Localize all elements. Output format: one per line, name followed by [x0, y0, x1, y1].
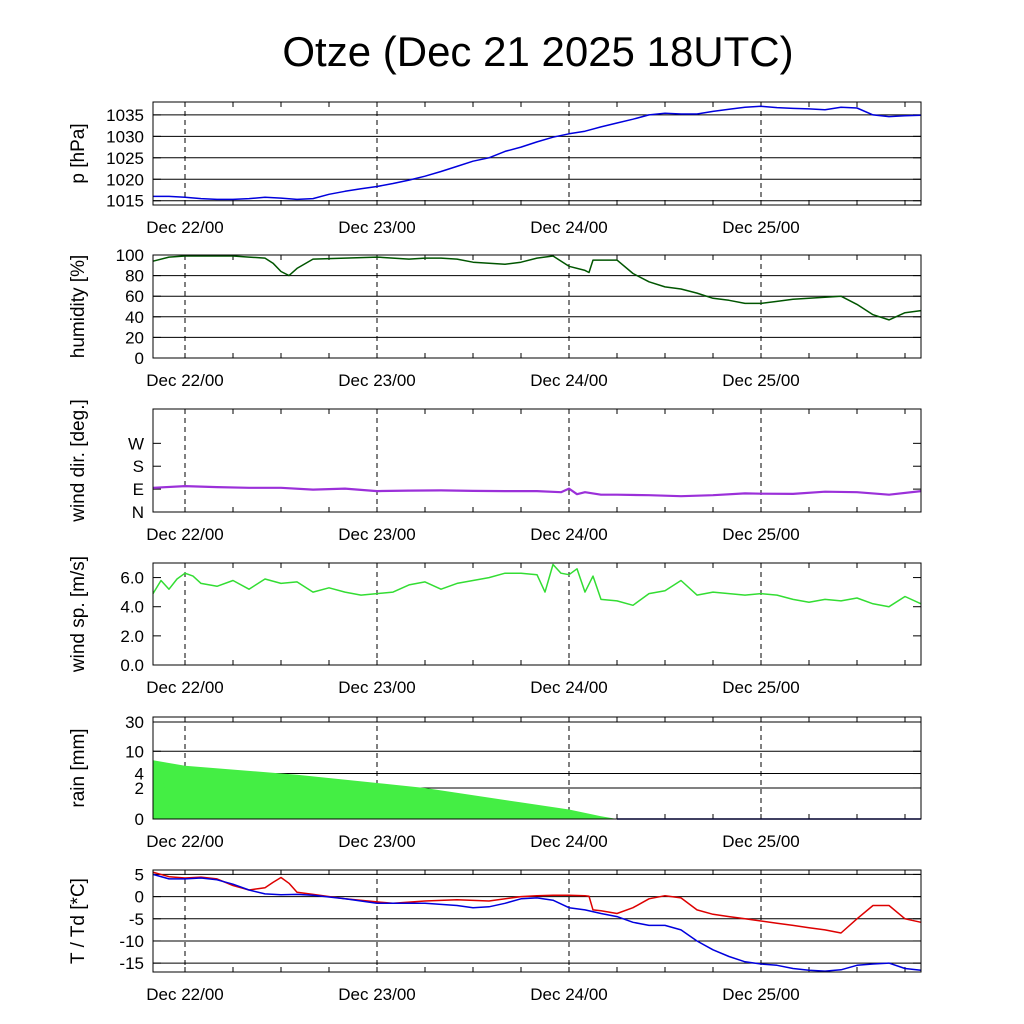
- ytick-label: 1020: [106, 170, 144, 189]
- ytick-label: 0: [135, 349, 144, 368]
- ytick-label: 30: [125, 713, 144, 732]
- ytick-label: E: [133, 480, 144, 499]
- series-line-wind-speed: [152, 563, 922, 608]
- ytick-label: 1030: [106, 127, 144, 146]
- ytick-label: 60: [125, 287, 144, 306]
- xtick-label: Dec 23/00: [338, 985, 416, 1004]
- xtick-label: Dec 22/00: [146, 832, 224, 851]
- ytick-label: -10: [119, 932, 144, 951]
- ytick-label: 10: [125, 742, 144, 761]
- xtick-label: Dec 25/00: [722, 218, 800, 237]
- xtick-label: Dec 22/00: [146, 678, 224, 697]
- panel-temperature: -15 -10 -5 0 5 Dec 22/00 Dec 23/00 Dec 24/00 Dec…: [68, 865, 922, 1004]
- ytick-label: 5: [135, 865, 144, 884]
- series-line-humidity: [152, 255, 922, 321]
- ytick-label: 4: [135, 765, 144, 784]
- xtick-label: Dec 22/00: [146, 371, 224, 390]
- panel-frame: [152, 408, 922, 513]
- panel-wind_speed: 0.0 2.0 4.0 6.0 Dec 22/00 Dec 23/00 Dec 24/00 D…: [68, 556, 922, 697]
- series-line-t: [152, 871, 922, 934]
- ytick-label: -5: [129, 910, 144, 929]
- xtick-label: Dec 23/00: [338, 371, 416, 390]
- ytick-label: N: [132, 503, 144, 522]
- y-axis-label: humidity [%]: [68, 255, 89, 358]
- xtick-label: Dec 24/00: [530, 525, 608, 544]
- xtick-label: Dec 25/00: [722, 678, 800, 697]
- xtick-label: Dec 25/00: [722, 371, 800, 390]
- xtick-label: Dec 24/00: [530, 218, 608, 237]
- xtick-label: Dec 22/00: [146, 525, 224, 544]
- ytick-label: -15: [119, 954, 144, 973]
- ytick-label: 20: [125, 328, 144, 347]
- panel-rain: 0 24 10 30 Dec 22/00 Dec 23/00 Dec 24/00 Dec 25…: [68, 713, 922, 851]
- ytick-label: 0: [135, 810, 144, 829]
- panel-frame: [152, 101, 922, 206]
- y-axis-label: T / Td [*C]: [68, 878, 89, 964]
- series-line-wind-direction: [152, 485, 922, 498]
- xtick-label: Dec 24/00: [530, 678, 608, 697]
- ytick-label: 0.0: [120, 656, 144, 675]
- ytick-label: 6.0: [120, 569, 144, 588]
- y-axis-label: p [hPa]: [68, 123, 89, 183]
- ytick-label: 2: [135, 779, 144, 798]
- panel-pressure: 1015 1020 1025 1030 1035 Dec 22/00 Dec 23/00 De…: [68, 101, 922, 237]
- series-area-rain: [153, 760, 921, 819]
- xtick-label: Dec 25/00: [722, 985, 800, 1004]
- y-axis-label: wind sp. [m/s]: [68, 556, 89, 673]
- ytick-label: W: [128, 434, 144, 453]
- xtick-label: Dec 24/00: [530, 832, 608, 851]
- xtick-label: Dec 25/00: [722, 832, 800, 851]
- xtick-label: Dec 25/00: [722, 525, 800, 544]
- ytick-label: 80: [125, 267, 144, 286]
- panel-frame: [152, 869, 922, 973]
- y-axis-label: wind dir. [deg.]: [68, 399, 89, 523]
- series-line-td: [152, 873, 922, 972]
- panel-frame: [152, 254, 922, 359]
- xtick-label: Dec 23/00: [338, 678, 416, 697]
- ytick-label: 40: [125, 308, 144, 327]
- chart-title: Otze (Dec 21 2025 18UTC): [282, 28, 793, 75]
- ytick-label: 0: [135, 888, 144, 907]
- xtick-label: Dec 24/00: [530, 371, 608, 390]
- xtick-label: Dec 22/00: [146, 985, 224, 1004]
- series-line-pressure: [153, 105, 922, 201]
- panel-frame: [152, 562, 922, 666]
- ytick-label: 1035: [106, 106, 144, 125]
- xtick-label: Dec 23/00: [338, 832, 416, 851]
- xtick-label: Dec 24/00: [530, 985, 608, 1004]
- y-axis-label: rain [mm]: [68, 728, 89, 807]
- ytick-label: 100: [116, 246, 144, 265]
- xtick-label: Dec 23/00: [338, 218, 416, 237]
- xtick-label: Dec 23/00: [338, 525, 416, 544]
- ytick-label: 2.0: [120, 627, 144, 646]
- ytick-label: 1025: [106, 149, 144, 168]
- ytick-label: 1015: [106, 192, 144, 211]
- panel-frame: [152, 716, 922, 820]
- ytick-label: 4.0: [120, 598, 144, 617]
- xtick-label: Dec 22/00: [146, 218, 224, 237]
- ytick-label: S: [133, 457, 144, 476]
